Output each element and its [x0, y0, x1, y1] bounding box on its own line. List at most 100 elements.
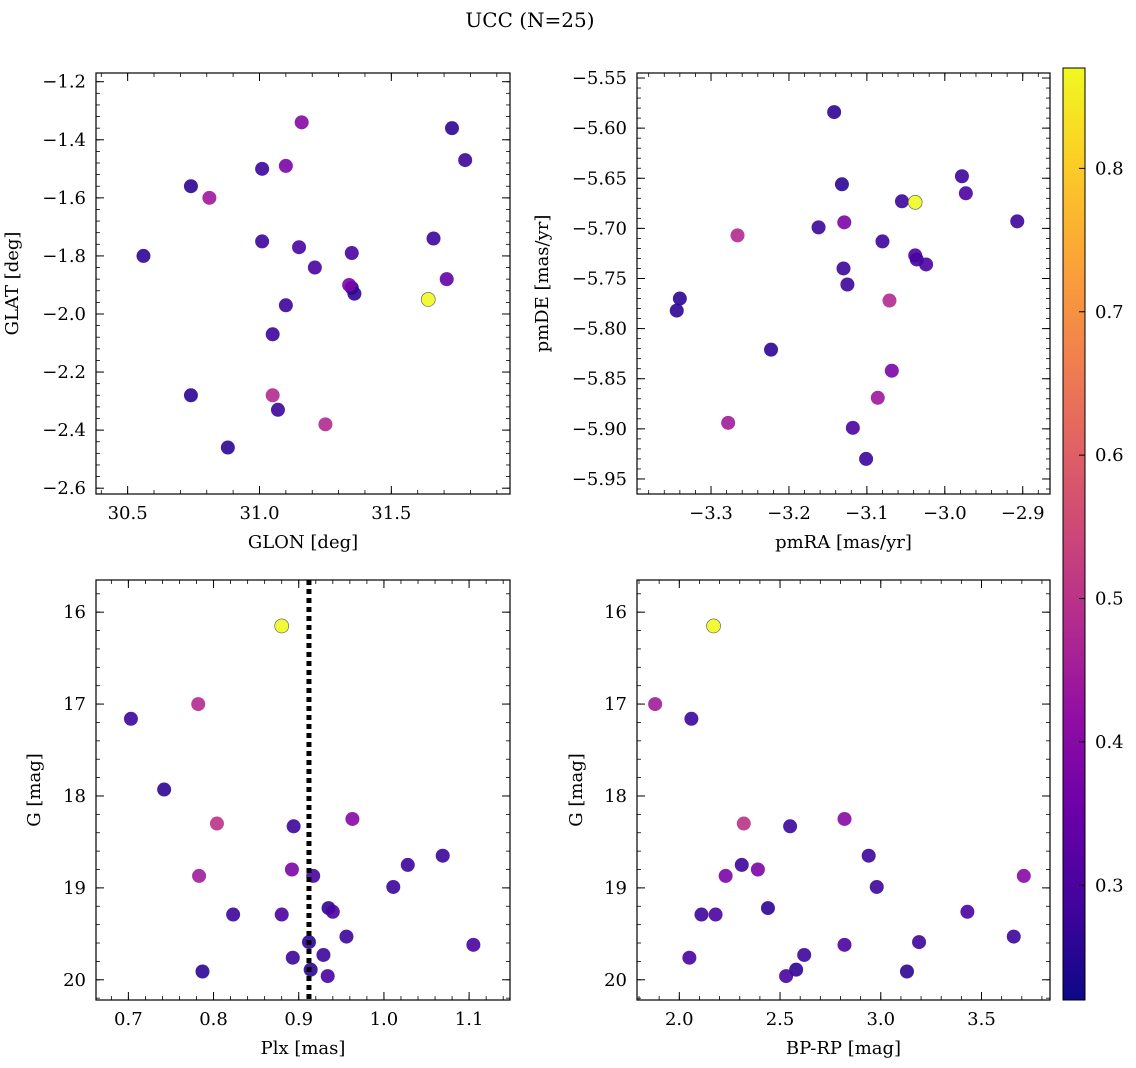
data-point — [439, 272, 454, 287]
x-tick-label: 1.1 — [455, 1009, 484, 1030]
data-point — [286, 819, 301, 834]
data-point — [730, 228, 745, 243]
colorbar: 0.3 0.4 0.5 0.6 0.7 0.8 — [1062, 67, 1124, 1001]
data-point — [954, 169, 969, 184]
data-point — [342, 277, 357, 292]
y-tick-label: 20 — [604, 970, 627, 991]
data-point — [837, 937, 852, 952]
data-point — [912, 935, 927, 950]
y-tick-label: 16 — [63, 602, 86, 623]
y-axis-label: G [mag] — [566, 753, 587, 826]
data-point — [316, 947, 331, 962]
data-point — [220, 440, 235, 455]
x-tick-label: −2.9 — [1001, 503, 1045, 524]
colorbar-tick-label: 0.5 — [1095, 589, 1124, 610]
y-tick-label: −5.95 — [572, 469, 627, 490]
data-point — [292, 240, 307, 255]
plot-frame — [636, 72, 1051, 495]
data-point — [278, 158, 293, 173]
data-point — [444, 121, 459, 136]
data-point — [708, 907, 723, 922]
x-tick-label: 1.0 — [370, 1009, 399, 1030]
y-tick-label: −2.4 — [42, 420, 86, 441]
data-point — [783, 819, 798, 834]
data-point — [123, 711, 138, 726]
y-tick-label: 16 — [604, 602, 627, 623]
figure-title: UCC (N=25) — [465, 8, 594, 32]
x-tick-label: 3.0 — [866, 1009, 895, 1030]
data-point — [1010, 214, 1025, 229]
plot-frame — [95, 579, 511, 1001]
scatter-panel: 0.7 0.8 0.9 1.0 1.1 16 17 18 19 20 Plx [mas] G [mag… — [24, 579, 511, 1059]
scatter-panel: −3.3 −3.2 −3.1 −3.0 −2.9 −5.55 −5.60 −5.65 −5.70… — [532, 68, 1051, 553]
data-point — [320, 969, 335, 984]
scatter-panel: 30.5 31.0 31.5 −1.2 −1.4 −1.6 −1.8 −2.0 −2.2 −2.4… — [2, 72, 511, 553]
y-tick-label: −2.6 — [42, 478, 86, 499]
y-tick-label: 17 — [63, 694, 86, 715]
data-point — [274, 618, 290, 634]
x-tick-label: 2.0 — [665, 1009, 694, 1030]
colorbar-gradient — [1062, 67, 1086, 1001]
data-point — [958, 186, 973, 201]
data-point — [435, 848, 450, 863]
data-point — [837, 215, 852, 230]
y-tick-label: −5.75 — [572, 268, 627, 289]
data-point — [811, 220, 826, 235]
y-tick-label: −2.2 — [42, 362, 86, 383]
x-tick-label: 31.0 — [239, 503, 279, 524]
data-point — [721, 415, 736, 430]
data-point — [694, 907, 709, 922]
data-point — [284, 862, 299, 877]
data-point — [706, 618, 721, 634]
data-point — [265, 327, 280, 342]
data-point — [894, 194, 909, 209]
data-point — [669, 303, 684, 318]
data-point — [285, 950, 300, 965]
data-point — [648, 697, 663, 712]
data-point — [789, 962, 804, 977]
data-point — [202, 190, 217, 205]
plot-frame — [636, 579, 1051, 1001]
y-tick-label: −5.70 — [572, 218, 627, 239]
x-tick-label: −3.2 — [767, 503, 811, 524]
colorbar-tick-label: 0.3 — [1095, 875, 1124, 896]
y-tick-label: 18 — [604, 786, 627, 807]
data-point — [345, 811, 360, 826]
scatter-panel: 2.0 2.5 3.0 3.5 16 17 18 19 20 BP-RP [mag] G [mag] — [566, 579, 1051, 1059]
data-point — [908, 248, 923, 263]
y-tick-label: −5.85 — [572, 369, 627, 390]
data-point — [718, 868, 733, 883]
data-point — [875, 234, 890, 249]
data-point — [672, 291, 687, 306]
data-point — [325, 904, 340, 919]
data-point — [270, 402, 285, 417]
data-point — [734, 857, 749, 872]
colorbar-tick-label: 0.8 — [1095, 158, 1124, 179]
x-axis-label: pmRA [mas/yr] — [775, 532, 912, 553]
data-point — [859, 451, 874, 466]
y-axis-label: GLAT [deg] — [2, 232, 23, 336]
y-tick-label: −1.6 — [42, 188, 86, 209]
data-point — [1006, 929, 1021, 944]
data-point — [274, 907, 289, 922]
data-point — [779, 969, 794, 984]
data-point — [845, 420, 860, 435]
x-axis-label: GLON [deg] — [248, 532, 358, 553]
x-tick-label: −3.1 — [845, 503, 889, 524]
data-point — [386, 879, 401, 894]
data-point — [1016, 868, 1031, 883]
y-tick-label: 19 — [63, 878, 86, 899]
data-point — [861, 848, 876, 863]
x-axis-label: Plx [mas] — [261, 1038, 346, 1059]
x-tick-label: 30.5 — [108, 503, 148, 524]
x-tick-label: 0.8 — [199, 1009, 228, 1030]
data-point — [191, 697, 206, 712]
y-axis-label: pmDE [mas/yr] — [532, 215, 553, 353]
data-point — [265, 388, 280, 403]
colorbar-tick-label: 0.4 — [1095, 732, 1124, 753]
x-tick-label: 2.5 — [766, 1009, 795, 1030]
data-point — [400, 857, 415, 872]
data-point — [339, 929, 354, 944]
y-tick-label: −1.2 — [42, 72, 86, 93]
